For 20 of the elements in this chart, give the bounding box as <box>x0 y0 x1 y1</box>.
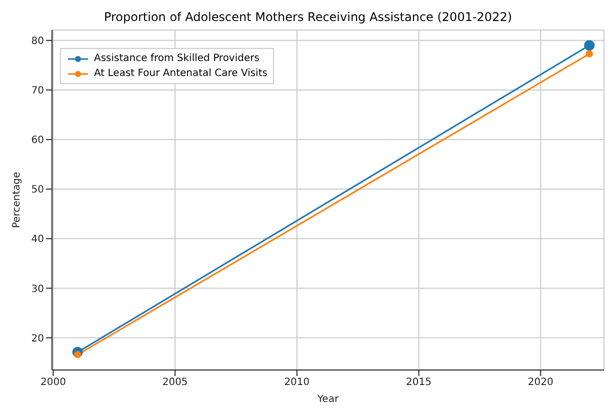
legend-label: At Least Four Antenatal Care Visits <box>94 67 268 81</box>
y-tick-label: 50 <box>31 184 44 196</box>
x-axis-title: Year <box>316 394 340 405</box>
point <box>74 351 82 358</box>
y-tick-label: 70 <box>31 86 44 97</box>
x-tick-label: 2015 <box>406 377 432 388</box>
y-tick-label: 20 <box>31 333 44 344</box>
point <box>586 50 593 58</box>
x-tick-label: 2000 <box>40 377 66 388</box>
x-tick-label: 2005 <box>162 377 188 388</box>
chart-title: Proportion of Adolescent Mothers Receiving Assistance (2001-2022) <box>102 10 514 24</box>
y-tick-label: 60 <box>31 135 44 146</box>
x-tick-label: 2020 <box>528 377 554 388</box>
y-tick-label: 30 <box>31 284 44 295</box>
legend-label: Assistance from Skilled Providers <box>94 52 260 66</box>
y-tick-label: 80 <box>31 36 44 47</box>
y-tick-label: 40 <box>31 234 44 246</box>
point <box>584 40 595 51</box>
x-tick-label: 2010 <box>284 377 310 388</box>
y-axis-title: Percentage <box>12 172 23 228</box>
